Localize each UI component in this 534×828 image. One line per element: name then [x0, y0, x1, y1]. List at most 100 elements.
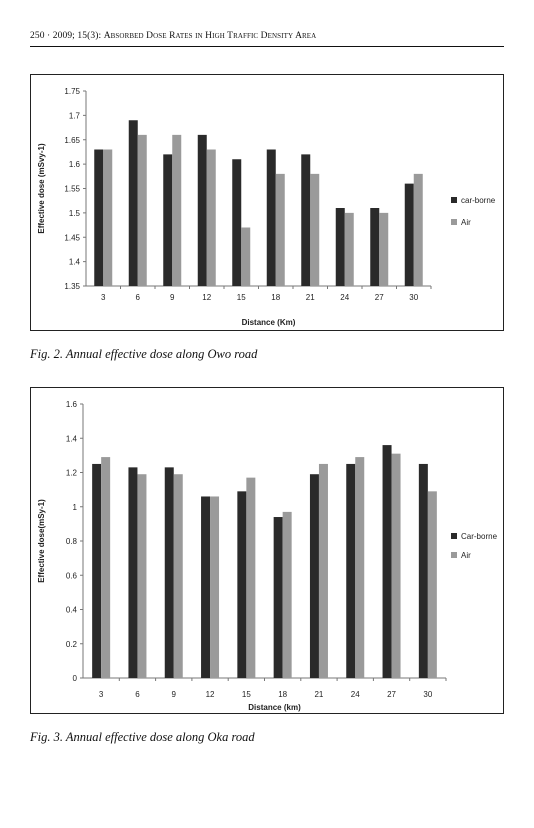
x-tick-label: 6	[135, 690, 140, 699]
x-axis-label: Distance (Km)	[242, 318, 296, 327]
y-tick-label: 0.2	[66, 640, 78, 649]
bar-air	[282, 511, 292, 678]
bar-air	[379, 212, 389, 286]
x-tick-label: 24	[351, 690, 360, 699]
x-tick-label: 24	[340, 293, 349, 302]
bar-air	[172, 134, 182, 286]
bar-air	[427, 491, 437, 678]
bar-air	[246, 477, 256, 678]
bar-air	[206, 149, 216, 286]
journal-issue: 2009; 15(3):	[52, 31, 102, 41]
y-tick-label: 1.65	[64, 136, 80, 145]
bar-air	[137, 134, 147, 286]
y-axis-label: Effective dose (mSvy-1)	[37, 143, 46, 234]
bar-air	[344, 212, 354, 286]
bar-air	[173, 474, 183, 678]
figure-2-caption: Fig. 2. Annual effective dose along Owo …	[30, 347, 258, 361]
y-tick-label: 0.6	[66, 571, 78, 580]
x-tick-label: 21	[314, 690, 323, 699]
x-tick-label: 12	[202, 293, 211, 302]
bar-car-borne	[128, 467, 138, 678]
bar-car-borne	[232, 159, 242, 286]
bar-air	[318, 463, 328, 678]
bar-air	[391, 453, 401, 678]
header-rule	[30, 46, 504, 47]
y-tick-label: 1.6	[66, 400, 78, 409]
legend-label-car-borne: Car-borne	[461, 532, 498, 541]
legend-swatch-car-borne	[451, 533, 457, 539]
legend-swatch-air	[451, 219, 457, 225]
x-tick-label: 21	[306, 293, 315, 302]
bar-air	[355, 457, 365, 678]
x-tick-label: 9	[170, 293, 175, 302]
bar-car-borne	[301, 154, 311, 286]
bar-car-borne	[382, 445, 392, 678]
page-number: 250	[30, 31, 45, 41]
bar-air	[210, 496, 220, 678]
figure-3-chart: 0 0.2 0.4 0.6 0.8 1 1.2 1.4 1.6 3 6 9 12 15 18 21 24 27 30…	[30, 387, 504, 714]
bar-air	[103, 149, 113, 286]
bar-air	[101, 457, 111, 678]
legend-label-air: Air	[461, 218, 471, 227]
y-tick-label: 1.6	[69, 160, 81, 169]
bar-car-borne	[266, 149, 276, 286]
x-tick-label: 12	[206, 690, 215, 699]
bar-car-borne	[309, 474, 319, 678]
bar-car-borne	[404, 183, 414, 286]
bar-car-borne	[92, 463, 102, 678]
y-tick-label: 1.75	[64, 87, 80, 96]
bar-air	[275, 173, 285, 286]
bar-air	[310, 173, 320, 286]
x-tick-label: 27	[387, 690, 396, 699]
bar-car-borne	[346, 463, 356, 678]
chart-svg-oka: 0 0.2 0.4 0.6 0.8 1 1.2 1.4 1.6 3 6 9 12 15 18 21 24 27 30…	[37, 400, 498, 712]
x-tick-label: 15	[237, 293, 246, 302]
y-tick-label: 1.2	[66, 469, 78, 478]
y-axis-label: Effective dose(mSy-1)	[37, 499, 46, 583]
x-tick-label: 18	[278, 690, 287, 699]
x-tick-label: 3	[99, 690, 104, 699]
bar-car-borne	[273, 517, 283, 678]
bar-car-borne	[164, 467, 174, 678]
y-tick-label: 1.5	[69, 209, 81, 218]
legend-label-air: Air	[461, 551, 471, 560]
y-tick-label: 1.4	[69, 258, 81, 267]
figure-3-caption: Fig. 3. Annual effective dose along Oka …	[30, 730, 255, 744]
bar-car-borne	[197, 134, 207, 286]
y-tick-label: 1.55	[64, 185, 80, 194]
y-tick-label: 0	[73, 674, 78, 683]
legend-label-car-borne: car-borne	[461, 196, 496, 205]
y-tick-label: 0.4	[66, 606, 78, 615]
bar-air	[241, 227, 251, 286]
bar-car-borne	[94, 149, 104, 286]
y-tick-label: 1.4	[66, 434, 78, 443]
bar-air	[137, 474, 147, 678]
bar-car-borne	[335, 208, 345, 286]
legend-swatch-air	[451, 552, 457, 558]
bar-air	[413, 173, 423, 286]
x-axis-label: Distance (km)	[248, 703, 301, 712]
x-tick-label: 15	[242, 690, 251, 699]
figure-2-chart: 1.35 1.4 1.45 1.5 1.55 1.6 1.65 1.7 1.75 3 6 9 12 15 1…	[30, 74, 504, 331]
y-tick-label: 1.35	[64, 282, 80, 291]
running-header: 250 · 2009; 15(3): Absorbed Dose Rates i…	[30, 31, 317, 41]
chart-svg-owo: 1.35 1.4 1.45 1.5 1.55 1.6 1.65 1.7 1.75 3 6 9 12 15 1…	[37, 87, 496, 327]
x-tick-label: 3	[101, 293, 106, 302]
x-tick-label: 30	[409, 293, 418, 302]
y-tick-label: 0.8	[66, 537, 78, 546]
x-tick-label: 18	[271, 293, 280, 302]
x-tick-label: 6	[136, 293, 141, 302]
running-title: Absorbed Dose Rates in High Traffic Dens…	[103, 31, 317, 41]
bar-car-borne	[163, 154, 173, 286]
y-tick-label: 1.45	[64, 233, 80, 242]
x-tick-label: 30	[423, 690, 432, 699]
y-tick-label: 1	[73, 503, 78, 512]
x-tick-label: 9	[172, 690, 177, 699]
bar-car-borne	[237, 491, 247, 678]
x-tick-label: 27	[375, 293, 384, 302]
bar-car-borne	[201, 496, 211, 678]
bar-car-borne	[370, 208, 380, 286]
bar-car-borne	[128, 120, 138, 286]
legend-swatch-car-borne	[451, 197, 457, 203]
y-tick-label: 1.7	[69, 111, 81, 120]
